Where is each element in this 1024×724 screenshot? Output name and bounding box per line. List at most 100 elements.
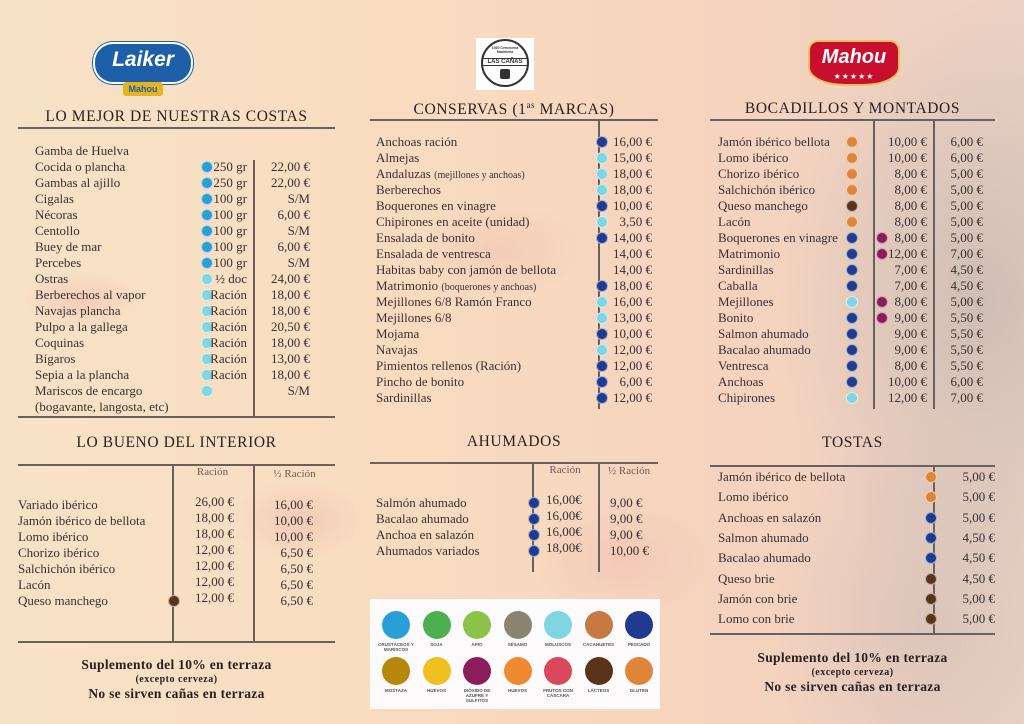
item-price: 12,00 € xyxy=(613,390,652,405)
legend-item-cacahuetes: CACAHUETES xyxy=(579,611,619,647)
menu-row: Pincho de bonito 6,00 € xyxy=(370,374,658,390)
pescado-icon xyxy=(596,280,608,292)
item-price-half: 5,00 € xyxy=(950,182,984,197)
gluten-icon xyxy=(846,168,858,180)
column-divider xyxy=(172,464,174,641)
item-name-text: Anchoas ración xyxy=(376,134,458,149)
item-name: Almejas xyxy=(376,150,419,168)
column-divider xyxy=(598,119,600,409)
item-name: Salchichón ibérico xyxy=(18,561,116,576)
legend-label: HUEVOS xyxy=(426,688,446,693)
menu-row: Lomo ibérico 5,00 € xyxy=(710,489,995,505)
moluscos-icon xyxy=(596,184,608,196)
lacteos-icon xyxy=(168,595,180,607)
menu-row: Pulpo a la gallega Ración 20,50 € xyxy=(18,319,335,335)
item-name: Salmon ahumado xyxy=(718,529,809,545)
menu-row: Mojama 10,00 € xyxy=(370,326,658,342)
menu-row: Cigalas 100 gr S/M xyxy=(18,191,335,207)
menu-row: Coquinas Ración 18,00 € xyxy=(18,335,335,351)
divider xyxy=(18,641,335,643)
menu-row: Anchoas en salazón 5,00 € xyxy=(710,510,995,526)
item-name-text: Habitas baby con jamón de bellota xyxy=(376,262,557,277)
item-price-full: 16,00€ xyxy=(546,492,582,507)
item-quantity: 100 gr xyxy=(213,191,247,206)
item-name: Ensalada de bonito xyxy=(376,230,475,248)
menu-row: Lacón 8,00 € 5,00 € xyxy=(710,214,995,230)
item-name: Anchoas xyxy=(718,374,764,389)
item-name-text: Almejas xyxy=(376,150,420,165)
moluscos-icon xyxy=(201,369,213,381)
pescado-icon xyxy=(596,360,608,372)
frutos-icon xyxy=(544,657,572,685)
item-quantity: Ración xyxy=(210,367,247,382)
menu-row: Andaluzas (mejillones y anchoas) 18,00 € xyxy=(370,166,658,182)
menu-row: Queso brie 4,50 € xyxy=(710,571,995,587)
item-name: Lacón xyxy=(718,214,751,229)
item-name: Salmón ahumado xyxy=(376,495,467,510)
item-price: 12,00 € xyxy=(613,358,652,373)
pescado-icon xyxy=(846,280,858,292)
crustaceos-icon xyxy=(201,161,213,173)
menu-row: Mariscos de encargo S/M xyxy=(18,383,335,399)
menu-row: Salchichón ibérico 8,00 € 5,00 € xyxy=(710,182,995,198)
menu-row: Salmon ahumado 4,50 € xyxy=(710,530,995,546)
section-title: LO MEJOR DE NUESTRAS COSTAS xyxy=(45,108,308,125)
section-ahumados: AHUMADOS Ración ½ Ración Salmón ahumado 16,0… xyxy=(370,0,658,600)
item-price-full: 16,00€ xyxy=(546,524,582,539)
moluscos-icon xyxy=(201,337,213,349)
item-name: Ahumados variados xyxy=(376,543,480,558)
item-name: Navajas xyxy=(376,342,418,360)
item-name: Chorizo ibérico xyxy=(18,545,100,560)
pescado-icon xyxy=(925,531,937,544)
gluten-icon xyxy=(846,216,858,228)
item-price-half: 5,00 € xyxy=(950,294,984,309)
menu-row: Matrimonio 12,00 € 7,00 € xyxy=(710,246,995,262)
sulfitos-icon xyxy=(876,296,888,308)
sesamo-icon xyxy=(503,611,532,639)
item-name-text: Mejillones 6/8 xyxy=(376,310,452,325)
item-name: Chorizo ibérico xyxy=(718,166,800,181)
item-name: Salmon ahumado xyxy=(718,326,809,341)
item-name: Ventresca xyxy=(718,358,769,373)
sulfitos-icon xyxy=(876,232,888,244)
item-name: Matrimonio xyxy=(718,246,781,261)
item-price: 18,00 € xyxy=(613,166,652,181)
item-price: S/M xyxy=(287,223,310,238)
gluten-icon xyxy=(925,471,937,483)
item-name: Ensalada de ventresca xyxy=(376,246,491,264)
section-title: AHUMADOS xyxy=(466,433,562,450)
glasses-icon xyxy=(500,69,510,79)
menu-row: Percebes 100 gr S/M xyxy=(18,255,335,271)
pescado-icon xyxy=(846,360,858,372)
menu-row: Chorizo ibérico 8,00 € 5,00 € xyxy=(710,166,995,182)
item-quantity: ½ doc xyxy=(215,271,247,286)
allergen-legend: CRUSTÁCEOS Y MARISCOS SOJA APIO SÉSAMO MOLUS… xyxy=(370,599,660,709)
legend-label: LÁCTEOS xyxy=(587,688,610,693)
las-canas-logo: 1920 Cervecería Madrileña LAS CAÑAS xyxy=(476,38,534,90)
item-price-full: 18,00 € xyxy=(195,510,234,525)
section-tostas: TOSTAS Jamón ibérico de bellota 5,00 € Lomo… xyxy=(710,0,995,724)
legend-item-soja: SOJA xyxy=(417,611,457,647)
gluten-icon xyxy=(846,136,858,148)
pescado-icon xyxy=(925,511,937,524)
menu-row: Anchoas ración 16,00 € xyxy=(370,134,658,150)
menu-row: Cocida o plancha 250 gr 22,00 € xyxy=(18,159,335,175)
menu-row: Mejillones 6/8 Ramón Franco 16,00 € xyxy=(370,294,658,310)
item-name: Navajas plancha xyxy=(35,303,121,318)
moluscos-icon xyxy=(596,152,608,164)
menu-row: Ensalada de bonito 14,00 € xyxy=(370,230,658,246)
pescado-icon xyxy=(846,264,858,276)
moluscos-icon xyxy=(596,168,608,180)
item-name: Anchoa en salazón xyxy=(376,527,475,542)
item-price-full: 8,00 € xyxy=(894,198,928,213)
column-header-racion: Ración xyxy=(196,466,229,478)
item-name: Queso manchego xyxy=(718,198,808,213)
mostaza-icon xyxy=(382,657,410,685)
legend-label: DIÓXIDO DE AZUFRE Y SULFITOS xyxy=(463,688,491,703)
item-price-full: 7,00 € xyxy=(894,262,928,277)
item-name: Andaluzas (mejillones y anchoas) xyxy=(376,166,525,184)
item-name: Centollo xyxy=(35,223,80,238)
legend-item-apio: APIO xyxy=(457,611,497,647)
item-name-text: Ensalada de bonito xyxy=(376,230,475,245)
menu-row: Jamón ibérico bellota 10,00 € 6,00 € xyxy=(710,134,995,150)
